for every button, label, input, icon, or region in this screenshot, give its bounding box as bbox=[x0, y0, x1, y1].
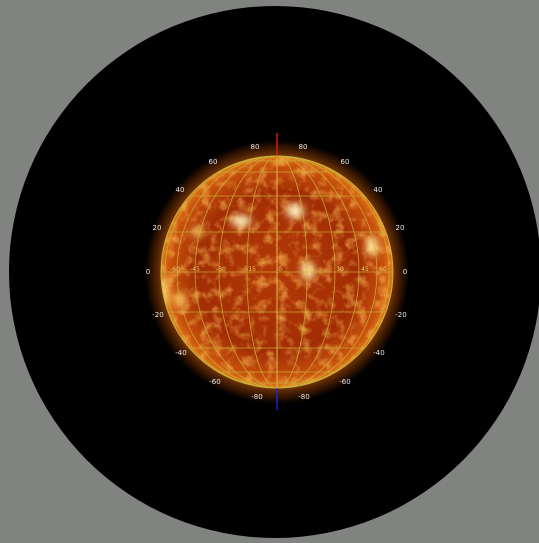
lon-label: 30 bbox=[336, 266, 344, 273]
lat-label: -20 bbox=[395, 311, 406, 319]
lat-label: -20 bbox=[152, 311, 163, 319]
lat-label: 20 bbox=[153, 224, 162, 232]
lat-label: 60 bbox=[209, 158, 218, 166]
lat-label: -60 bbox=[339, 378, 350, 386]
lon-label: -45 bbox=[190, 266, 200, 273]
lon-label: 60 bbox=[379, 266, 387, 273]
lat-label: 60 bbox=[341, 158, 350, 166]
lat-label: -40 bbox=[373, 349, 384, 357]
lon-label: 0 bbox=[278, 266, 282, 273]
lon-label: -15 bbox=[246, 266, 256, 273]
lat-label: 0 bbox=[403, 268, 407, 276]
lon-label: 45 bbox=[361, 266, 369, 273]
lat-label: 80 bbox=[299, 143, 308, 151]
lat-label: 40 bbox=[374, 186, 383, 194]
lat-label: -80 bbox=[251, 393, 262, 401]
lat-label: -40 bbox=[175, 349, 186, 357]
lat-label: 80 bbox=[251, 143, 260, 151]
lat-label: -80 bbox=[298, 393, 309, 401]
lon-label: 15 bbox=[306, 266, 314, 273]
lat-label: 20 bbox=[396, 224, 405, 232]
lon-label: -60 bbox=[170, 266, 180, 273]
lat-label: -60 bbox=[209, 378, 220, 386]
lat-label: 0 bbox=[146, 268, 150, 276]
lon-label: -30 bbox=[216, 266, 226, 273]
lat-label: 40 bbox=[176, 186, 185, 194]
